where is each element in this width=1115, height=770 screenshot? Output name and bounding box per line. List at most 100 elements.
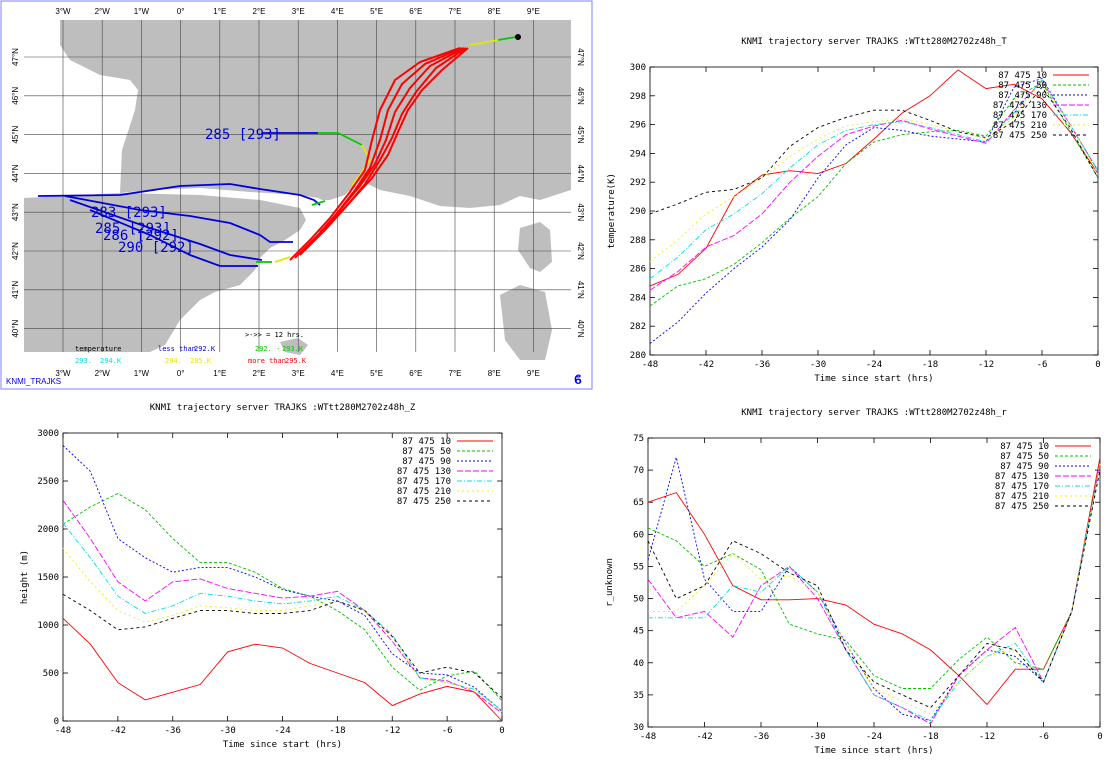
x-tick-label: -24	[866, 360, 882, 370]
x-tick-label: -18	[922, 360, 938, 370]
legend-entry-label: 87 475 250	[995, 502, 1049, 512]
lon-label-top: 1°W	[134, 7, 150, 16]
knmi-logo-icon: ϐ	[574, 372, 582, 387]
lon-label-bottom: 1°W	[134, 369, 150, 378]
lat-label-right: 43°N	[576, 203, 585, 221]
y-tick-label: 1500	[37, 573, 59, 583]
r-unknown-chart: KNMI trajectory server TRAJKS :WTtt280M2…	[605, 408, 1103, 756]
lon-label-bottom: 3°W	[55, 369, 71, 378]
legend-more-value: 295.K	[285, 357, 307, 365]
x-tick-label: -36	[753, 732, 769, 742]
x-tick-label: -6	[442, 726, 453, 736]
x-tick-label: -36	[165, 726, 181, 736]
y-tick-label: 3000	[37, 429, 59, 439]
chart-title: KNMI trajectory server TRAJKS :WTtt280M2…	[150, 403, 416, 413]
x-tick-label: -6	[1038, 732, 1049, 742]
x-tick-label: -42	[698, 360, 714, 370]
x-tick-label: -48	[642, 360, 658, 370]
y-tick-label: 0	[54, 717, 59, 727]
lon-label-top: 6°E	[409, 7, 422, 16]
trajectory-label-3: 286 [292]	[103, 228, 179, 244]
yellow-segment-2	[274, 256, 291, 263]
x-tick-label: -6	[1037, 360, 1048, 370]
trajectory-label-2: 285 [293]	[95, 221, 171, 237]
legend-less-value: 292.K	[194, 345, 216, 353]
legend-entry-label: 87 475 50	[402, 447, 451, 457]
x-tick-label: -18	[922, 732, 938, 742]
series-line-6	[62, 593, 503, 699]
legend-entry-label: 87 475 50	[998, 81, 1047, 91]
x-tick-label: -30	[810, 360, 826, 370]
chart-title: KNMI trajectory server TRAJKS :WTtt280M2…	[741, 408, 1007, 418]
series-line-6	[647, 470, 1101, 709]
x-tick-label: -42	[110, 726, 126, 736]
x-tick-label: 0	[499, 726, 504, 736]
trajectory-283	[37, 183, 321, 206]
red-trajectory-5	[319, 47, 469, 233]
x-tick-label: -12	[979, 732, 995, 742]
y-tick-label: 2500	[37, 477, 59, 487]
series-line-1	[647, 463, 1101, 689]
height-chart: KNMI trajectory server TRAJKS :WTtt280M2…	[20, 403, 505, 750]
legend-entry-label: 87 475 170	[995, 482, 1049, 492]
legend-entry-label: 87 475 130	[993, 101, 1047, 111]
green-trajectory-segments	[256, 36, 517, 263]
lon-label-bottom: 0°	[177, 369, 185, 378]
series-line-0	[62, 617, 503, 722]
lat-label-right: 42°N	[576, 242, 585, 260]
latitude-labels-right: 47°N 46°N 45°N 44°N 43°N 42°N 41°N 40°N	[576, 48, 585, 338]
legend-less-than: less than	[158, 345, 196, 353]
y-tick-label: 290	[630, 207, 646, 217]
series-line-2	[62, 445, 503, 712]
x-tick-label: -30	[219, 726, 235, 736]
y-tick-label: 500	[43, 669, 59, 679]
land-corsica	[518, 222, 552, 272]
series-line-6	[649, 86, 1099, 215]
trajectory-290	[89, 209, 258, 267]
y-axis-label: height (m)	[20, 550, 30, 604]
lon-label-bottom: 1°E	[213, 369, 226, 378]
red-trajectories	[289, 47, 469, 261]
lon-label-top: 2°E	[253, 7, 266, 16]
land-iberia	[24, 193, 306, 352]
y-tick-label: 35	[633, 691, 644, 701]
y-tick-label: 284	[630, 293, 646, 303]
lon-label-top: 5°E	[370, 7, 383, 16]
red-trajectory-1	[289, 47, 461, 261]
lon-label-bottom: 3°E	[292, 369, 305, 378]
longitude-labels-top: 3°W 2°W 1°W 0° 1°E 2°E 3°E 4°E 5°E 6°E 7°E 8°E 9°E	[55, 7, 539, 16]
legend-entry-label: 87 475 10	[998, 71, 1047, 81]
y-tick-label: 45	[633, 627, 644, 637]
green-segment-2	[311, 200, 326, 206]
legend-entry-label: 87 475 170	[397, 477, 451, 487]
green-segment-1	[318, 132, 363, 146]
x-tick-label: -42	[696, 732, 712, 742]
legend-entry-label: 87 475 10	[1000, 442, 1049, 452]
map-legend: temperature >->> = 12 hrs. less than 292…	[75, 331, 307, 365]
land-balearic	[280, 338, 308, 355]
legend-entry-label: 87 475 130	[397, 467, 451, 477]
legend-entry-label: 87 475 90	[1000, 462, 1049, 472]
map-footer-label: KNMI_TRAJKS	[6, 377, 61, 386]
trajectory-map-panel: 3°W 2°W 1°W 0° 1°E 2°E 3°E 4°E 5°E 6°E 7°E 8°E 9°E 3…	[0, 0, 593, 390]
y-tick-label: 286	[630, 265, 646, 275]
start-point-marker	[515, 34, 521, 40]
blue-trajectories	[37, 132, 321, 267]
lat-label-right: 45°N	[576, 126, 585, 144]
series-line-1	[62, 492, 503, 702]
series-line-0	[647, 457, 1101, 706]
y-tick-label: 30	[633, 723, 644, 733]
trajectory-label-1: 283 [293]	[91, 205, 167, 221]
legend-range-green-end: 293.K	[282, 345, 304, 353]
legend-entry-label: 87 475 210	[993, 121, 1047, 131]
legend-swatch-yellow-b: 295.K	[190, 357, 212, 365]
lon-label-top: 1°E	[213, 7, 226, 16]
legend-more-than: more than	[248, 357, 286, 365]
series-line-0	[649, 69, 1099, 287]
y-tick-label: 288	[630, 236, 646, 246]
lat-label-right: 46°N	[576, 87, 585, 105]
legend-entry-label: 87 475 130	[995, 472, 1049, 482]
land-sardinia	[500, 285, 552, 360]
x-tick-label: -24	[866, 732, 882, 742]
y-tick-label: 298	[630, 92, 646, 102]
